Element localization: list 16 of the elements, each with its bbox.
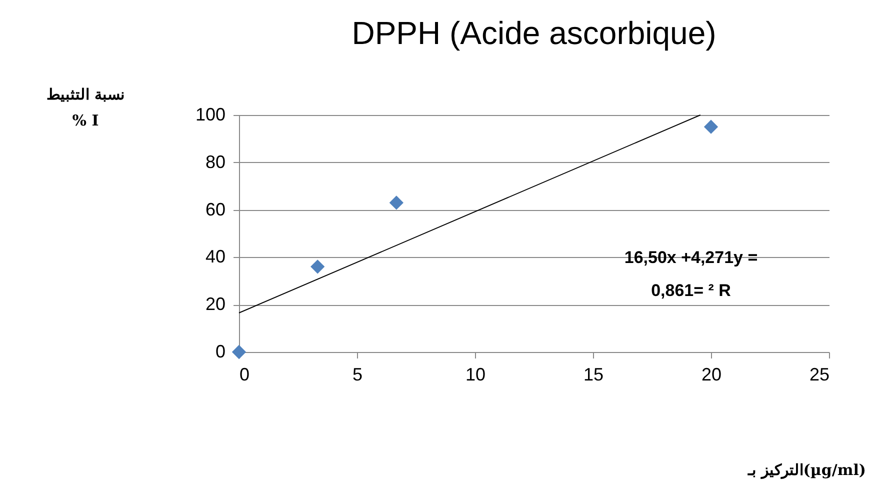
x-tick-label: 25 [809,364,830,384]
annotation: 0,861= ² R [651,281,731,300]
x-tick-label: 0 [240,364,250,384]
chart-title: DPPH (Acide ascorbique) [352,15,716,51]
y-tick-label: 60 [205,199,226,220]
y-tick-label: 40 [205,246,226,267]
y-tick-label: 80 [205,152,226,172]
x-tick-label: 20 [701,364,722,384]
y-tick-label: 20 [205,294,226,314]
x-tick-label: 10 [465,364,486,384]
x-tick-label: 15 [583,364,604,384]
text: التركيز بـ(µg/ml) [747,461,866,479]
annotation: 16,50x +4,271y = [624,248,758,267]
y-tick-label: 0 [215,342,226,362]
y-tick-label: 100 [195,104,226,124]
x-tick-label: 5 [352,364,363,384]
